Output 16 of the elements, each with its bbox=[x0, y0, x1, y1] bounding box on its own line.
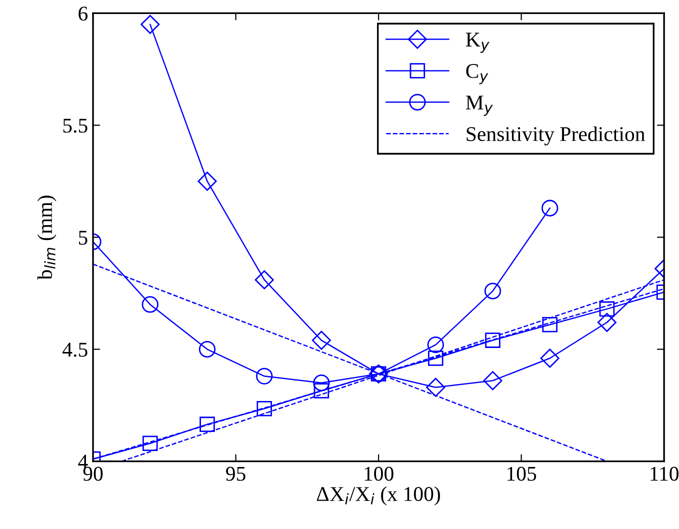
x-tick-label: 105 bbox=[508, 466, 536, 481]
y-tick-label: 4 bbox=[78, 454, 88, 469]
legend-label: C$_{y}$ bbox=[466, 64, 488, 84]
x-tick-label: 110 bbox=[650, 466, 678, 481]
legend-label: Sensitivity Prediction bbox=[466, 126, 645, 146]
legend-label: M$_{y}$ bbox=[466, 96, 493, 116]
legend-label: K$_{y}$ bbox=[466, 32, 490, 53]
y-tick-label: 4.5 bbox=[62, 342, 88, 357]
x-tick-label: 90 bbox=[83, 466, 103, 481]
y-tick-label: 5.5 bbox=[63, 118, 88, 133]
x-tick-label: 95 bbox=[226, 466, 246, 481]
y-tick-label: 5 bbox=[78, 230, 88, 245]
x-axis-title: ΔX$_{i}$/X$_{i}$ (x 100) bbox=[316, 486, 440, 506]
y-axis-title: b$_{lim}$ (mm) bbox=[37, 196, 56, 280]
x-tick-label: 100 bbox=[364, 466, 394, 481]
y-tick-label: 6 bbox=[78, 6, 88, 21]
